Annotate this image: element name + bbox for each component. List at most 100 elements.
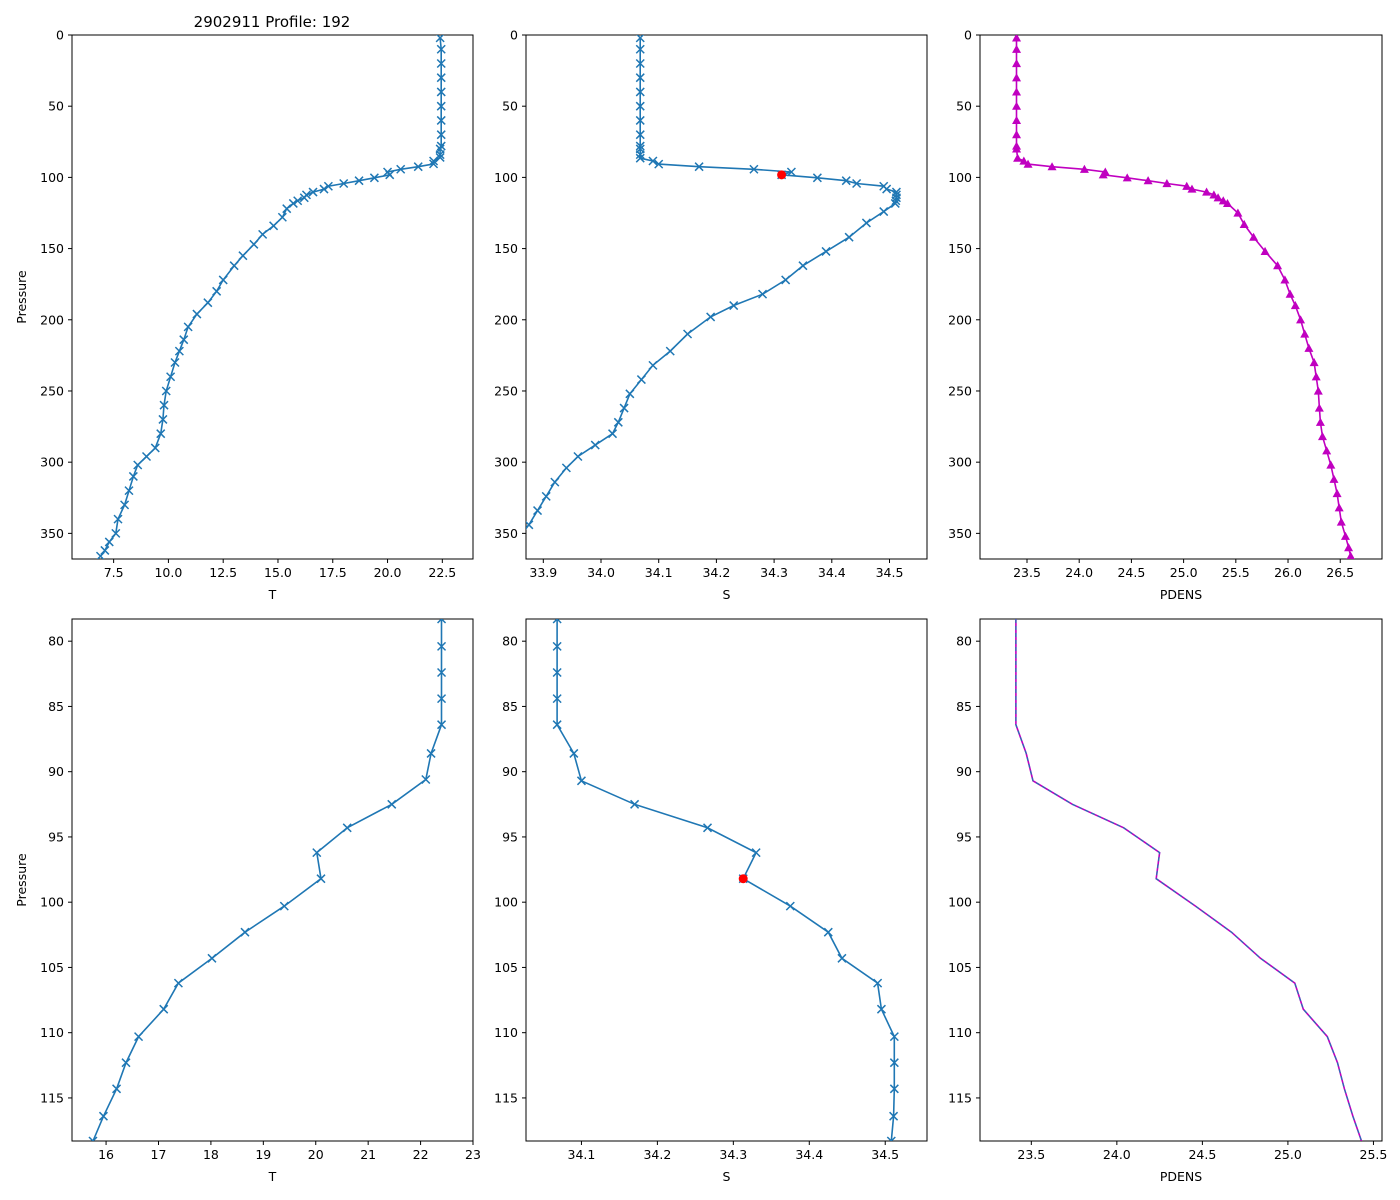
data-point — [665, 346, 675, 356]
data-point — [1336, 517, 1346, 526]
axes-frame — [71, 618, 474, 1142]
data-point — [1143, 176, 1153, 185]
data-point — [121, 1058, 131, 1068]
data-point — [1012, 144, 1022, 153]
y-tick-label: 50 — [502, 99, 518, 114]
x-tick-label: 33.9 — [529, 565, 557, 580]
data-point — [1162, 179, 1172, 188]
x-tick-label: 25.5 — [1222, 565, 1250, 580]
y-tick-label: 105 — [40, 960, 64, 975]
x-tick-label: 10.0 — [154, 565, 182, 580]
data-point — [861, 218, 871, 228]
data-point — [319, 184, 329, 194]
x-tick-label: 34.3 — [719, 1147, 747, 1162]
x-tick-label: 34.2 — [643, 1147, 671, 1162]
data-point — [1209, 190, 1219, 199]
x-tick-label: 12.5 — [209, 565, 237, 580]
data-point — [533, 506, 543, 516]
data-point — [436, 44, 446, 54]
data-point — [1012, 73, 1022, 82]
data-point — [1013, 153, 1023, 162]
data-point — [258, 229, 268, 239]
data-point — [111, 528, 121, 538]
data-point — [1300, 329, 1310, 338]
x-tick-label: 34.2 — [702, 565, 730, 580]
x-tick-label: 7.5 — [104, 565, 124, 580]
data-point — [342, 823, 352, 833]
data-point — [288, 198, 298, 208]
data-point — [229, 261, 239, 271]
data-point — [124, 486, 134, 496]
y-tick-label: 115 — [494, 1090, 518, 1105]
chart-T-zoom: 16 17 18 19 20 21 22 23 80 85 90 95 100 105 110 115 T Pre… — [14, 618, 481, 1184]
y-tick-label: 85 — [502, 699, 518, 714]
x-tick-label: 22 — [413, 1147, 429, 1162]
data-point — [88, 1136, 98, 1141]
x-tick-label: 34.1 — [568, 1147, 596, 1162]
data-point — [436, 58, 446, 69]
data-point — [702, 823, 713, 833]
data-point — [1314, 403, 1324, 412]
data-point — [179, 335, 189, 345]
data-point — [590, 440, 600, 450]
y-tick-label: 100 — [40, 895, 64, 910]
data-point — [608, 429, 618, 439]
y-tick-label: 200 — [40, 312, 64, 327]
series-line — [526, 37, 898, 530]
x-axis-label: S — [723, 1169, 731, 1184]
data-point — [1012, 101, 1022, 110]
data-point — [706, 312, 716, 322]
y-tick-label: 80 — [956, 634, 972, 649]
chart-S-zoom: 34.1 34.2 34.3 34.4 34.5 80 85 90 95 100 105 110 115… — [494, 618, 928, 1184]
data-point — [1239, 219, 1249, 228]
data-point — [891, 196, 901, 206]
chart-T-full: 7.5 10.0 12.5 15.0 17.5 20.0 22.5 0 50 100 150 200 2… — [14, 28, 474, 602]
data-point — [786, 167, 796, 177]
data-point — [1296, 315, 1306, 324]
x-axis-label: PDENS — [1160, 1169, 1202, 1184]
data-point — [426, 748, 436, 758]
x-tick-label: 34.3 — [760, 565, 788, 580]
x-axis-label: T — [268, 587, 277, 602]
data-point — [436, 141, 446, 151]
data-point — [635, 141, 645, 151]
y-tick-label: 300 — [494, 455, 518, 470]
data-point — [635, 87, 645, 97]
data-point — [1019, 156, 1029, 165]
data-point — [1233, 208, 1243, 217]
x-tick-label: 25.0 — [1170, 565, 1198, 580]
plot-area — [1015, 619, 1363, 1141]
data-point — [161, 386, 171, 396]
data-point — [886, 1136, 896, 1141]
x-tick-label: 19 — [255, 1147, 271, 1162]
y-tick-label: 250 — [40, 383, 64, 398]
data-point — [159, 1004, 169, 1014]
data-point — [648, 156, 658, 166]
plot-area — [1012, 35, 1355, 559]
data-point — [436, 130, 446, 140]
data-point — [889, 1084, 899, 1094]
y-tick-label: 95 — [956, 829, 972, 844]
data-point — [550, 477, 560, 487]
data-point — [1260, 246, 1270, 256]
data-point — [635, 150, 645, 160]
x-axis-label: PDENS — [1160, 587, 1202, 602]
data-point — [339, 178, 349, 189]
data-point — [613, 417, 623, 427]
data-point — [812, 173, 822, 183]
data-point — [159, 400, 169, 410]
data-point — [758, 289, 768, 299]
plot-area — [88, 619, 447, 1141]
data-point — [1012, 44, 1022, 53]
y-tick-label: 80 — [502, 634, 518, 649]
data-point — [635, 44, 645, 54]
data-point — [1344, 543, 1354, 552]
data-point — [240, 927, 250, 937]
data-point — [1079, 164, 1089, 173]
data-point — [436, 73, 446, 83]
data-point — [134, 1032, 144, 1042]
data-point — [95, 551, 106, 559]
data-point — [104, 537, 114, 547]
data-point — [120, 500, 130, 510]
